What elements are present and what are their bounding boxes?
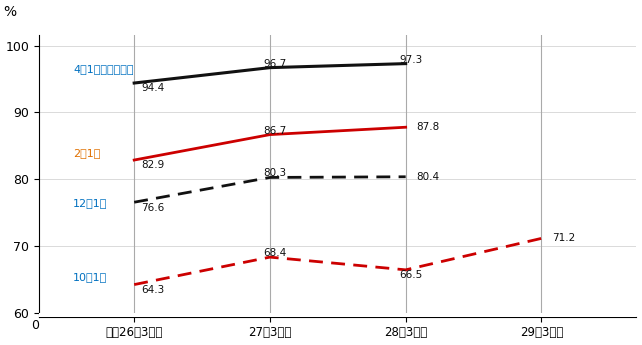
Text: 68.4: 68.4 (263, 248, 286, 258)
Bar (39, 313, 636, 317)
Text: 96.7: 96.7 (263, 59, 286, 69)
Text: 82.9: 82.9 (141, 160, 164, 170)
Text: 10月1日: 10月1日 (73, 272, 107, 282)
Text: 71.2: 71.2 (552, 233, 575, 243)
Text: 66.5: 66.5 (399, 270, 422, 280)
Text: 0: 0 (31, 319, 39, 332)
Text: 94.4: 94.4 (141, 83, 164, 93)
Text: 76.6: 76.6 (141, 203, 164, 213)
Text: 80.3: 80.3 (263, 168, 286, 178)
Text: 4月1日（就職率）: 4月1日（就職率） (73, 64, 134, 74)
Text: %: % (3, 4, 17, 19)
Text: 64.3: 64.3 (141, 285, 164, 295)
Text: 87.8: 87.8 (417, 122, 440, 132)
Text: 80.4: 80.4 (417, 172, 440, 182)
Text: 12月1日: 12月1日 (73, 198, 107, 208)
Text: 2月1日: 2月1日 (73, 148, 100, 158)
Text: 97.3: 97.3 (399, 55, 422, 65)
Text: 86.7: 86.7 (263, 126, 286, 136)
